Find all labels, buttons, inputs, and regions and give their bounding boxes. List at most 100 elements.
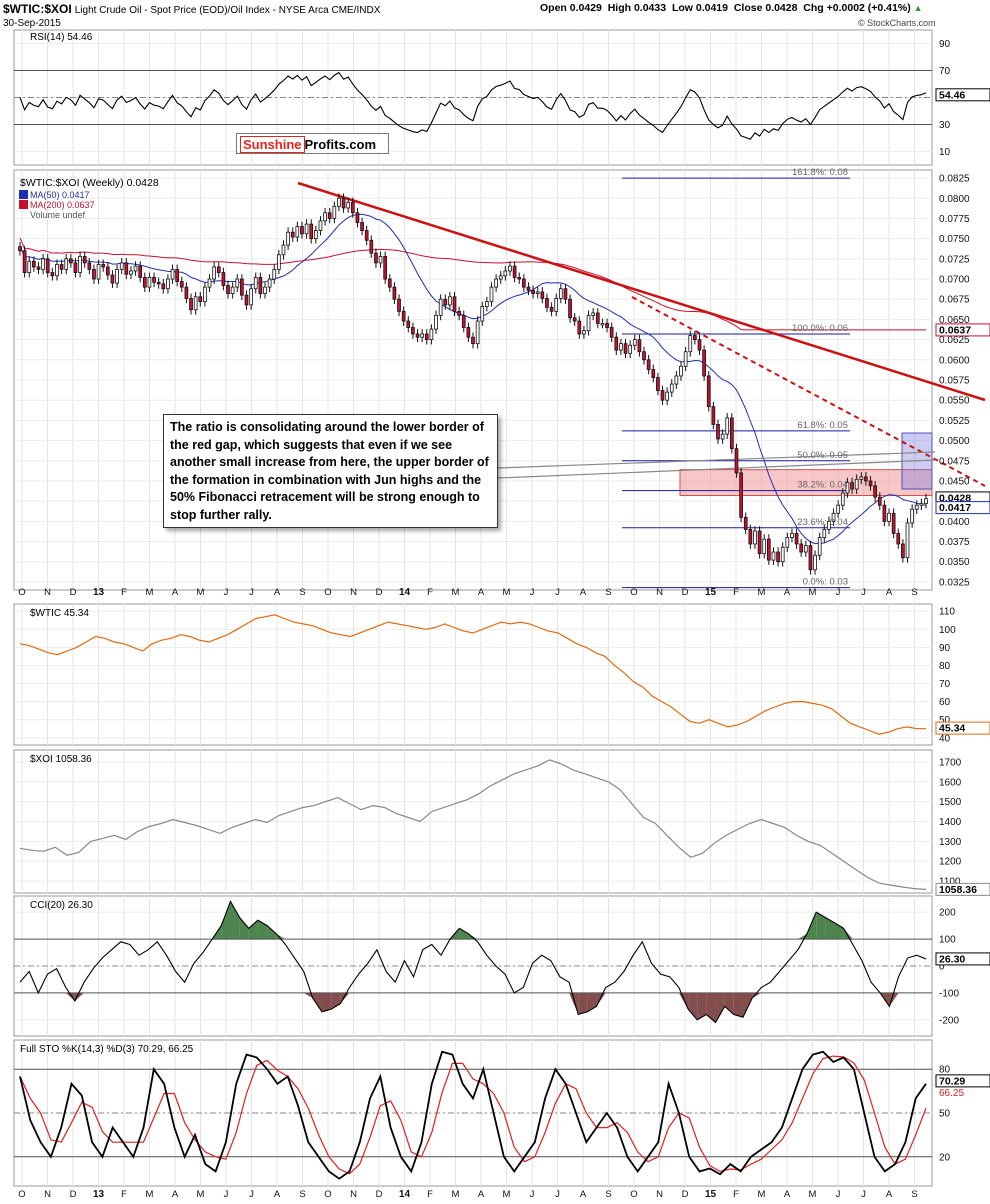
candle-up [910,508,914,524]
candle-up [420,333,424,338]
resistance-trendline [297,181,986,402]
x-tick-label-main: D [682,587,689,598]
candle-down [240,278,244,296]
candle-up [133,265,138,272]
candle-up [313,230,318,240]
x-tick-label-main: 14 [399,587,411,598]
candle-down [216,266,221,273]
candle-down [457,310,461,316]
x-tick-label-main: A [274,587,281,598]
candle-down [901,543,905,559]
candle-down [776,551,780,563]
candle-down [637,339,642,353]
candle-down [623,343,628,354]
wtic-last-value: 45.34 [939,723,965,735]
candle-down [748,529,753,545]
cci-oversold-area [587,992,597,1012]
candle-down [568,298,572,319]
panel-frame-wtic [13,603,933,746]
x-tick-label-bottom: O [18,1189,25,1200]
x-tick-label-bottom: M [197,1189,205,1200]
candle-down [868,480,873,487]
x-tick-label-main: N [350,587,357,598]
ma200-price-tag: 0.0637 [939,324,971,336]
y-tick-label-main: 0.0775 [939,214,970,225]
chart-symbol: $WTIC:$XOI [3,2,72,16]
ma200-line [19,237,926,331]
x-tick-label-bottom: A [580,1189,587,1200]
x-tick-label-bottom: F [427,1189,433,1200]
candle-up [253,277,258,290]
candle-down [290,231,295,238]
x-tick-label-bottom: N [350,1189,357,1200]
candle-down [706,375,711,408]
candle-up [725,417,730,435]
open-value: Open 0.0429 [540,2,602,14]
y-tick-label-cci: 200 [939,908,956,919]
x-tick-label-bottom: J [224,1189,229,1200]
candle-down [50,272,55,277]
x-tick-label-bottom: O [630,1189,637,1200]
cci-oversold-area [697,992,707,1020]
chart-description: Light Crude Oil - Spot Price (EOD)/Oil I… [74,5,381,16]
candle-up [212,266,216,280]
x-tick-label-bottom: M [146,1189,154,1200]
y-tick-label-xoi: 1700 [939,757,962,768]
candle-down [309,223,314,240]
candle-down [87,262,92,270]
x-tick-label-main: D [376,587,383,598]
candle-down [891,512,896,534]
y-tick-label-wtic: 110 [939,607,955,618]
candle-up [535,291,540,294]
sto-k-line [19,1050,927,1180]
candle-down [850,482,854,490]
candle-up [286,231,290,246]
candle-up [249,288,253,306]
y-tick-label-wtic: 60 [939,697,951,708]
candle-up [887,512,891,522]
candle-up [817,537,822,556]
y-tick-label-main: 0.0700 [939,275,970,286]
candle-down [411,327,415,335]
x-tick-label-bottom: A [172,1189,179,1200]
x-tick-label-main: F [733,587,739,598]
candle-down [605,323,609,328]
cci-oversold-area [715,992,725,1023]
candle-down [258,277,263,294]
candle-down [711,406,716,425]
candle-down [656,377,660,391]
y-tick-label-main: 0.0525 [939,416,970,427]
x-tick-label-bottom: S [605,1189,611,1200]
candle-up [119,262,124,270]
cci-overbought-area [825,917,835,940]
x-tick-label-bottom: D [376,1189,383,1200]
cci-overbought-area [248,920,258,940]
x-tick-label-main: S [911,587,917,598]
legend-ma200: MA(200) 0.0637 [30,200,95,210]
candle-down [142,277,147,288]
cci-overbought-area [276,933,286,940]
cci-oversold-area [724,992,734,1015]
sto-title: Full STO %K(14,3) %D(3) 70.29, 66.25 [20,1044,194,1055]
x-tick-label-main: A [478,587,485,598]
x-tick-label-main: F [427,587,433,598]
y-tick-label-sto: 50 [939,1109,951,1120]
y-tick-label-cci: 100 [939,935,956,946]
dashed-trendline [631,296,986,487]
candle-down [92,268,96,280]
candle-up [475,320,480,345]
candle-up [438,298,443,316]
candle-up [688,335,693,353]
candle-down [369,239,374,254]
candle-down [221,272,226,286]
x-tick-label-main: J [249,587,254,598]
candle-up [780,546,785,563]
candle-up [281,244,286,256]
candle-up [115,268,119,284]
candle-down [424,333,429,341]
ma50-price-tag: 0.0417 [939,502,971,514]
ma200-price-tag-box [935,323,990,337]
x-tick-label-main: S [299,587,305,598]
x-tick-label-main: J [530,587,535,598]
